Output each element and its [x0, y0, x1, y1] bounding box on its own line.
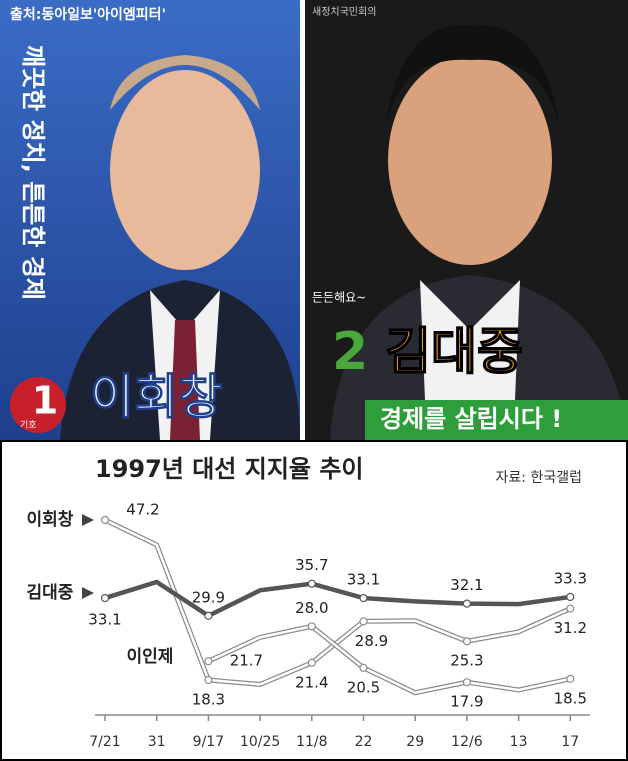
x-tick-label: 22: [355, 734, 373, 750]
series-name: 이회창: [27, 510, 74, 530]
x-tick-label: 31: [148, 734, 166, 750]
chart-title: 1997년 대선 지지율 추이: [95, 455, 364, 483]
right-poster: 새정치국민회의 든든해요~ 2 김대중 경제를 살립시다 !: [305, 0, 628, 440]
point: [100, 593, 110, 603]
value-label: 35.7: [295, 556, 328, 574]
name: 이회창: [90, 369, 222, 425]
series-line-inner: [207, 624, 571, 695]
point: [566, 592, 575, 602]
point: [359, 663, 368, 672]
point: [566, 604, 575, 613]
value-label: 32.1: [450, 576, 483, 594]
value-label: 25.3: [450, 652, 483, 670]
value-label: 21.7: [230, 652, 263, 670]
point: [204, 657, 213, 666]
series-name: 김대중: [27, 583, 74, 603]
party: 새정치국민회의: [312, 6, 376, 18]
value-label: 28.9: [355, 632, 388, 650]
value-label: 18.5: [554, 689, 587, 707]
value-label: 33.1: [88, 611, 121, 629]
value-label: 21.4: [295, 673, 328, 691]
series-line-inner: [104, 518, 571, 686]
x-tick-label: 12/6: [451, 734, 483, 750]
number: 1: [32, 379, 58, 423]
value-label: 17.9: [450, 693, 483, 711]
x-tick-label: 9/17: [193, 734, 224, 750]
point: [307, 579, 316, 588]
x-tick-label: 29: [406, 734, 424, 750]
x-tick-label: 13: [510, 734, 528, 750]
point: [307, 622, 316, 631]
slogan: 경제를 살립시다 !: [380, 405, 562, 433]
slogan: 깨끗한 정치, 튼튼한 경제: [19, 45, 47, 300]
value-label: 29.9: [192, 588, 225, 606]
point: [359, 617, 368, 626]
point: [462, 637, 471, 646]
point: [204, 611, 213, 620]
series-name: 이인제: [127, 647, 174, 667]
point: [566, 674, 575, 683]
series-arrow: [82, 514, 94, 526]
x-tick-label: 17: [561, 734, 579, 750]
point: [307, 658, 316, 667]
chart-source: 자료: 한국갤럽: [496, 470, 582, 486]
source: 출처:동아일보'아이엠피터': [10, 6, 166, 23]
point: [462, 599, 471, 608]
point: [462, 678, 471, 687]
point: [100, 515, 110, 525]
point: [204, 675, 213, 685]
series-arrow: [82, 587, 94, 599]
point: [359, 593, 368, 603]
number-caption: 기호: [20, 420, 37, 431]
x-tick-label: 10/25: [240, 734, 280, 750]
number: 2: [332, 322, 368, 382]
tagline: 든든해요~: [312, 291, 366, 305]
left-poster: 출처:동아일보'아이엠피터' 깨끗한 정치, 튼튼한 경제 1 기호 이회창: [0, 0, 300, 440]
value-label: 20.5: [347, 678, 380, 696]
name: 김대중: [385, 323, 523, 381]
value-label: 33.3: [554, 569, 587, 587]
x-tick-label: 7/21: [89, 734, 120, 750]
value-label: 47.2: [126, 501, 159, 519]
value-label: 33.1: [347, 571, 380, 589]
value-label: 31.2: [554, 619, 587, 637]
series-line: [104, 579, 571, 619]
value-label: 28.0: [295, 599, 328, 617]
x-tick-label: 11/8: [296, 734, 327, 750]
value-label: 18.3: [192, 690, 225, 708]
